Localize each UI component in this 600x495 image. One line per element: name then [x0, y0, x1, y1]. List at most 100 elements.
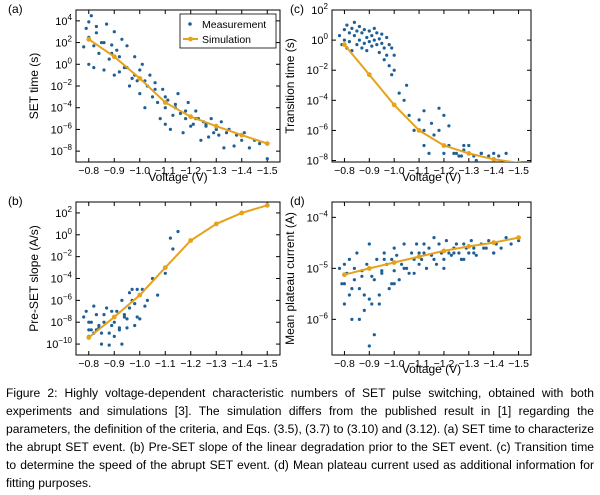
measurement-point — [112, 73, 116, 77]
measurement-point — [357, 24, 361, 29]
measurement-point — [199, 138, 203, 142]
measurement-point — [189, 124, 193, 128]
panel-label: (d) — [290, 194, 305, 208]
measurement-point — [342, 262, 346, 266]
legend-measurement-label: Measurement — [202, 19, 266, 31]
measurement-point — [138, 92, 142, 96]
figure-caption: Figure 2: Highly voltage-dependent chara… — [6, 386, 594, 490]
measurement-point — [342, 38, 346, 42]
measurement-point — [191, 122, 195, 126]
measurement-point — [130, 76, 134, 80]
measurement-point — [184, 109, 188, 113]
measurement-point — [405, 83, 409, 87]
measurement-point — [350, 287, 354, 291]
measurement-point — [462, 242, 466, 246]
simulation-point — [188, 238, 194, 243]
simulation-line — [88, 38, 268, 145]
simulation-point — [86, 335, 92, 340]
measurement-point — [168, 127, 172, 131]
measurement-point — [224, 131, 229, 135]
y-tick-label: 10−5 — [307, 260, 329, 275]
measurement-point — [392, 53, 396, 57]
x-tick-label: −1.3 — [458, 165, 479, 177]
measurement-point — [107, 57, 111, 61]
measurement-point — [410, 251, 414, 255]
measurement-point — [340, 282, 344, 286]
measurement-point — [171, 113, 175, 117]
measurement-point — [405, 266, 409, 270]
x-tick-label: −0.8 — [334, 358, 355, 370]
simulation-point — [162, 100, 168, 105]
measurement-point — [392, 246, 396, 250]
measurement-point — [497, 154, 501, 158]
measurement-point — [392, 282, 396, 286]
x-tick-label: −1.0 — [384, 165, 405, 177]
measurement-point — [240, 138, 244, 142]
measurement-point — [372, 26, 376, 30]
measurement-point — [382, 257, 386, 261]
measurement-point — [163, 122, 167, 126]
measurement-point — [89, 14, 93, 18]
measurement-point — [107, 343, 111, 347]
x-tick-label: −0.9 — [104, 358, 125, 370]
plot-frame — [331, 9, 532, 163]
measurement-point — [370, 274, 374, 278]
x-tick-label: −1.2 — [434, 165, 455, 177]
measurement-point — [360, 46, 364, 50]
measurement-point — [258, 142, 262, 146]
y-tick-label: 10−4 — [51, 100, 73, 115]
measurement-point — [99, 331, 104, 335]
y-axis-label: Transition time (s) — [283, 38, 297, 134]
x-tick-label: −1.1 — [155, 165, 176, 177]
measurement-point — [133, 302, 137, 306]
x-tick-label: −1.4 — [483, 165, 504, 177]
measurement-point — [422, 242, 426, 246]
data-layer — [82, 14, 270, 161]
measurement-point — [432, 236, 436, 240]
data-layer — [337, 235, 521, 348]
measurement-point — [372, 278, 376, 282]
measurement-point — [427, 151, 431, 155]
measurement-point — [194, 109, 198, 113]
measurement-point — [380, 41, 384, 46]
measurement-point — [138, 68, 142, 72]
measurement-point — [362, 293, 366, 297]
y-tick-label: 10−8 — [51, 314, 73, 329]
measurement-point — [437, 106, 441, 110]
measurement-point — [352, 266, 356, 270]
legend-measurement-marker — [188, 22, 192, 26]
measurement-point — [337, 34, 342, 38]
simulation-point — [516, 160, 521, 162]
measurement-point — [375, 257, 379, 261]
y-tick-label: 100 — [55, 56, 72, 71]
y-tick-label: 10−10 — [46, 336, 72, 351]
measurement-point — [484, 246, 488, 250]
measurement-point — [181, 131, 185, 135]
measurement-point — [377, 37, 381, 41]
measurement-point — [412, 128, 416, 132]
panel-label: (a) — [8, 2, 23, 16]
y-tick-label: 10−6 — [51, 292, 73, 307]
measurement-point — [509, 242, 513, 246]
measurement-point — [385, 53, 389, 57]
simulation-point — [416, 127, 422, 133]
measurement-point — [454, 151, 458, 155]
measurement-point — [362, 28, 366, 32]
measurement-point — [380, 271, 384, 275]
measurement-point — [487, 154, 491, 158]
measurement-point — [492, 251, 496, 255]
measurement-point — [365, 35, 369, 40]
measurement-point — [377, 293, 381, 297]
measurement-point — [420, 257, 424, 261]
x-tick-label: −1.1 — [155, 358, 176, 370]
measurement-point — [387, 64, 391, 68]
measurement-point — [342, 28, 346, 32]
measurement-point — [392, 68, 396, 72]
measurement-point — [110, 43, 114, 47]
measurement-point — [120, 37, 124, 41]
panel-label: (b) — [8, 194, 23, 208]
measurement-point — [479, 151, 483, 155]
measurement-point — [94, 24, 98, 29]
measurement-point — [365, 49, 369, 53]
measurement-point — [392, 269, 396, 273]
